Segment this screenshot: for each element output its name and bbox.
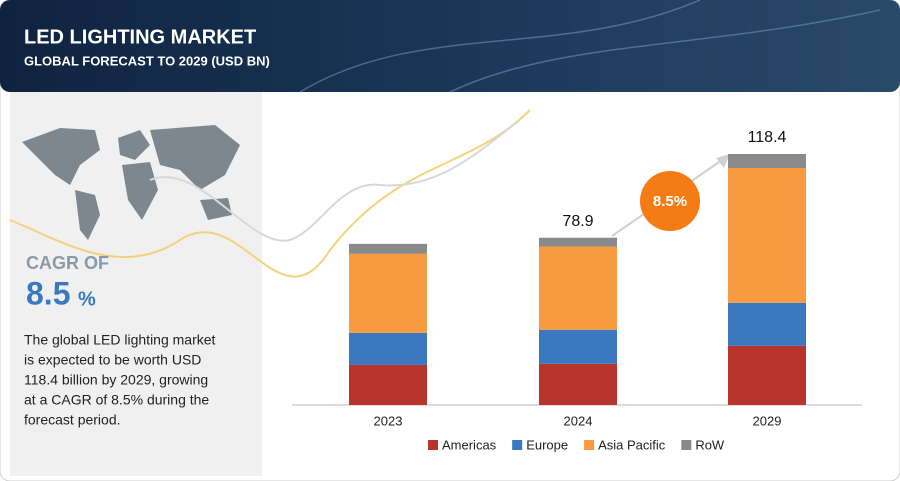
cagr-badge [640, 171, 700, 231]
cagr-arrowhead [716, 154, 730, 168]
bar-segment [728, 167, 806, 303]
bar-segment [539, 363, 617, 405]
bar-segment [539, 246, 617, 330]
bar-segment [539, 237, 617, 247]
cagr-value: 8.5 [26, 275, 70, 311]
bar-segment [349, 332, 427, 365]
world-map [22, 125, 240, 240]
legend-label: Europe [526, 437, 568, 452]
legend-swatch [584, 440, 595, 450]
cagr-label: CAGR OF [26, 253, 109, 273]
total-label: 118.4 [748, 129, 787, 146]
subtitle: GLOBAL FORECAST TO 2029 (USD BN) [24, 53, 270, 68]
bar-segment [728, 345, 806, 405]
description-line: 118.4 billion by 2029, growing [24, 372, 208, 388]
cagr-unit: % [78, 288, 96, 310]
title: LED LIGHTING MARKET [24, 26, 256, 48]
bar-segment [349, 253, 427, 333]
x-tick-label: 2023 [374, 413, 403, 428]
bar-segment [349, 243, 427, 254]
header-decor [299, 0, 881, 93]
bar-segment [728, 153, 806, 168]
decor-curve [149, 119, 521, 242]
legend-label: Asia Pacific [598, 437, 666, 452]
legend-swatch [428, 440, 438, 450]
legend-label: Americas [442, 437, 497, 452]
x-tick-label: 2024 [564, 413, 593, 428]
legend-swatch [512, 440, 523, 450]
bar-segment [539, 329, 617, 364]
legend-swatch [681, 440, 692, 450]
bar-segment [728, 302, 806, 346]
description-line: The global LED lighting market [24, 332, 216, 348]
total-label: 78.9 [562, 213, 593, 230]
cagr-badge-text: 8.5% [653, 193, 687, 210]
description-line: is expected to be worth USD [24, 352, 201, 368]
legend-label: RoW [695, 437, 725, 452]
decor-curve [9, 109, 531, 278]
bar-segment [349, 364, 427, 405]
description-line: at a CAGR of 8.5% during the [24, 392, 209, 408]
description-line: forecast period. [24, 412, 121, 428]
x-tick-label: 2029 [753, 413, 782, 428]
